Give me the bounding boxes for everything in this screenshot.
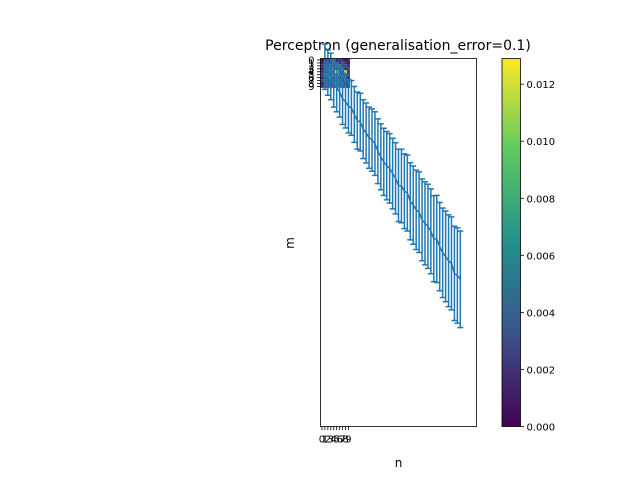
heatmap-cell — [344, 73, 347, 77]
y-tick-label: 8 — [308, 79, 314, 90]
heatmap-cell — [320, 84, 324, 88]
heatmap-cell — [346, 67, 350, 71]
heatmap-cell — [320, 79, 324, 83]
colorbar-tick-label: 0.010 — [527, 137, 556, 148]
x-tick-label: 8 — [342, 435, 348, 446]
colorbar-tick-label: 0.012 — [527, 80, 556, 91]
heatmap-cell — [344, 58, 347, 62]
heatmap-cell — [344, 61, 347, 65]
plot-frame — [320, 58, 477, 427]
y-tick-label: 5 — [308, 70, 314, 81]
x-axis-label: n — [395, 456, 403, 470]
colorbar-tick-label: 0.000 — [527, 423, 556, 434]
heatmap-cell — [320, 61, 324, 65]
heatmap-cell — [320, 58, 324, 62]
colorbar-tick-label: 0.002 — [527, 365, 556, 376]
x-tick-label: 3 — [328, 435, 334, 446]
x-tick-label: 4 — [331, 435, 337, 446]
heatmap-cell — [346, 61, 350, 65]
heatmap-cell — [344, 67, 347, 71]
colorbar-tick-label: 0.004 — [527, 308, 556, 319]
y-tick-label: 6 — [308, 73, 314, 84]
heatmap-cell — [338, 58, 342, 62]
heatmap-cell — [320, 82, 324, 85]
y-axis-label: m — [283, 237, 297, 249]
heatmap-cell — [320, 70, 324, 74]
heatmap-cell — [346, 64, 350, 68]
y-tick-label: 2 — [308, 61, 314, 72]
heatmap-cell — [341, 64, 345, 68]
y-tick-label: 9 — [308, 82, 314, 93]
heatmap-cell — [341, 70, 345, 74]
errorbar-series — [321, 43, 464, 329]
heatmap-cell — [344, 70, 347, 74]
heatmap-cell — [320, 76, 324, 80]
series-line — [324, 66, 461, 280]
y-tick-label: 4 — [308, 67, 314, 78]
y-tick-label: 3 — [308, 64, 314, 75]
x-tick-label: 7 — [339, 435, 345, 446]
y-tick-label: 7 — [308, 76, 314, 87]
heatmap-cell — [346, 70, 350, 74]
heatmap-cell — [341, 67, 345, 71]
x-tick-label: 0 — [319, 435, 325, 446]
heatmap-cell — [341, 58, 345, 62]
x-tick-label: 6 — [336, 435, 342, 446]
chart-title: Perceptron (generalisation_error=0.1) — [265, 38, 531, 54]
colorbar-tick-label: 0.006 — [527, 251, 556, 262]
heatmap-cell — [344, 64, 347, 68]
heatmap-cell — [346, 76, 350, 80]
heatmap-cell — [320, 73, 324, 77]
heatmap-cell — [338, 64, 342, 68]
heatmap-cell — [320, 67, 324, 71]
x-tick-label: 2 — [325, 435, 331, 446]
colorbar — [501, 58, 521, 427]
y-tick-label: 0 — [308, 55, 314, 66]
x-tick-label: 5 — [334, 435, 340, 446]
heatmap-cell — [320, 64, 324, 68]
y-tick-label: 1 — [308, 58, 314, 69]
colorbar-ticks: 0.000 0.002 0.004 0.006 0.008 0.010 0.012 — [520, 80, 556, 434]
heatmap-cell — [346, 73, 350, 77]
heatmap-cell — [341, 61, 345, 65]
x-tick-label: 9 — [345, 435, 351, 446]
colorbar-tick-label: 0.008 — [527, 194, 556, 205]
heatmap-cell — [346, 58, 350, 62]
x-tick-label: 1 — [322, 435, 328, 446]
